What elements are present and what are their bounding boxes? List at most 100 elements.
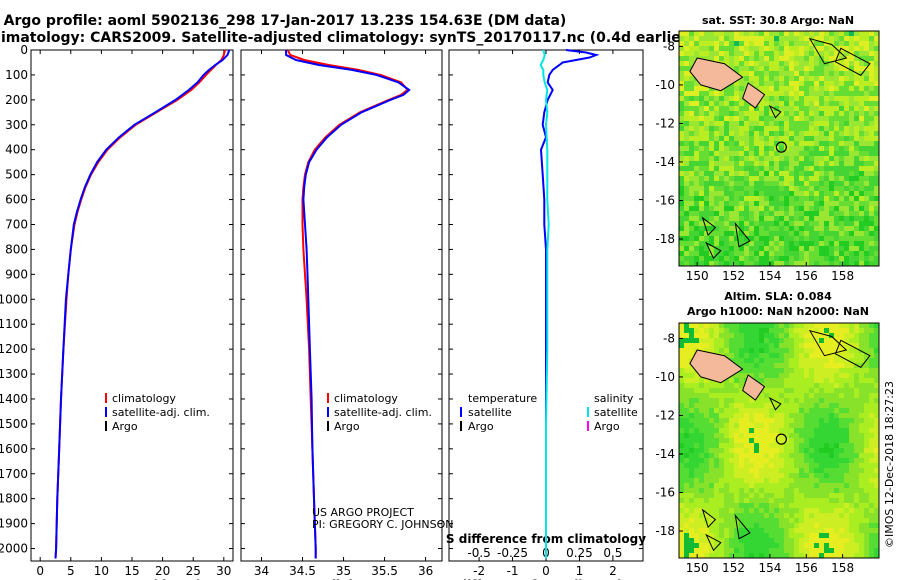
map-cell: [759, 206, 764, 211]
map-cell: [719, 523, 724, 528]
map-cell: [779, 348, 784, 353]
map-cell: [809, 373, 814, 378]
map-y-tick-label: -16: [655, 486, 675, 500]
map-cell: [764, 171, 769, 176]
map-cell: [779, 538, 784, 543]
map-cell: [839, 71, 844, 76]
map-cell: [694, 548, 699, 553]
map-cell: [819, 508, 824, 513]
map-cell: [729, 111, 734, 116]
map-cell: [809, 418, 814, 423]
map-cell: [699, 463, 704, 468]
map-cell: [814, 246, 819, 251]
map-cell: [779, 146, 784, 151]
map-cell: [844, 343, 849, 348]
map-cell: [809, 403, 814, 408]
map-cell: [739, 256, 744, 261]
map-cell: [784, 433, 789, 438]
map-cell: [844, 261, 849, 266]
map-cell: [799, 236, 804, 241]
map-cell: [729, 181, 734, 186]
map-cell: [819, 553, 824, 558]
map-cell: [739, 468, 744, 473]
map-cell: [759, 493, 764, 498]
map-cell: [694, 196, 699, 201]
map-cell: [799, 261, 804, 266]
map-cell: [724, 111, 729, 116]
map-cell: [729, 236, 734, 241]
map-cell: [824, 483, 829, 488]
map-cell: [794, 246, 799, 251]
map-cell: [869, 66, 874, 71]
map-cell: [749, 328, 754, 333]
map-cell: [679, 141, 684, 146]
map-cell: [779, 51, 784, 56]
map-cell: [834, 498, 839, 503]
map-cell: [699, 448, 704, 453]
map-cell: [739, 166, 744, 171]
map-cell: [804, 216, 809, 221]
map-cell: [799, 503, 804, 508]
map-cell: [834, 236, 839, 241]
map-cell: [704, 433, 709, 438]
map-cell: [854, 413, 859, 418]
map-cell: [734, 358, 739, 363]
map-cell: [839, 91, 844, 96]
map-cell: [839, 478, 844, 483]
map-cell: [744, 443, 749, 448]
map-cell: [859, 323, 864, 328]
map-cell: [859, 136, 864, 141]
map-cell: [804, 146, 809, 151]
map-cell: [744, 548, 749, 553]
map-cell: [789, 498, 794, 503]
map-cell: [779, 251, 784, 256]
map-cell: [709, 261, 714, 266]
map-cell: [804, 403, 809, 408]
map-cell: [764, 91, 769, 96]
map-cell: [859, 503, 864, 508]
map-cell: [739, 161, 744, 166]
map-cell: [869, 76, 874, 81]
map-cell: [699, 518, 704, 523]
map-cell: [709, 448, 714, 453]
map-cell: [734, 453, 739, 458]
map-cell: [734, 393, 739, 398]
x-tick-label: 34.5: [289, 564, 316, 578]
map-cell: [839, 448, 844, 453]
map-cell: [754, 156, 759, 161]
map-cell: [859, 428, 864, 433]
map-cell: [839, 523, 844, 528]
map-cell: [679, 106, 684, 111]
map-cell: [859, 528, 864, 533]
map-cell: [819, 131, 824, 136]
x-tick-label: 10: [94, 564, 109, 578]
map-cell: [754, 216, 759, 221]
map-cell: [679, 216, 684, 221]
map-cell: [854, 166, 859, 171]
map-cell: [714, 463, 719, 468]
map-cell: [814, 393, 819, 398]
map-cell: [689, 433, 694, 438]
map-cell: [699, 156, 704, 161]
map-cell: [814, 46, 819, 51]
map-cell: [774, 41, 779, 46]
map-cell: [789, 508, 794, 513]
map-cell: [829, 81, 834, 86]
map-cell: [769, 226, 774, 231]
map-cell: [819, 358, 824, 363]
map-cell: [874, 338, 879, 343]
map-cell: [829, 166, 834, 171]
map-cell: [709, 176, 714, 181]
map-cell: [684, 538, 689, 543]
map-cell: [854, 111, 859, 116]
map-cell: [694, 181, 699, 186]
map-cell: [714, 56, 719, 61]
map-cell: [859, 378, 864, 383]
map-cell: [804, 423, 809, 428]
map-cell: [849, 513, 854, 518]
map-cell: [834, 453, 839, 458]
map-cell: [724, 236, 729, 241]
map-cell: [779, 231, 784, 236]
map-cell: [864, 166, 869, 171]
map-cell: [769, 211, 774, 216]
